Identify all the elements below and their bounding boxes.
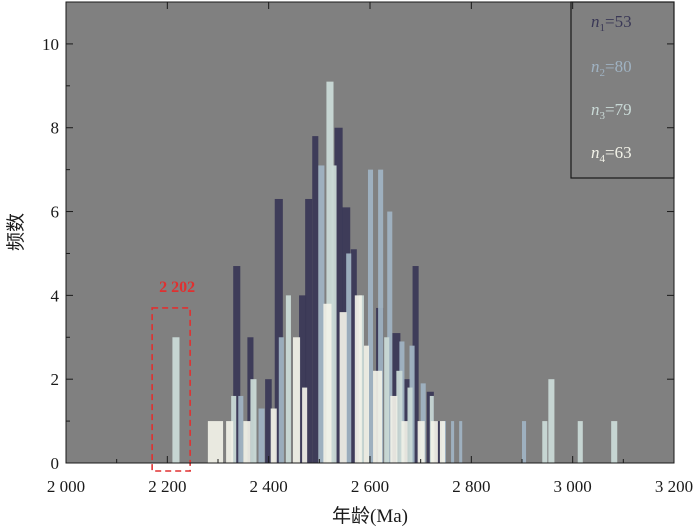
histogram-bar — [231, 395, 237, 463]
x-tick-label: 2 400 — [250, 477, 288, 496]
histogram-bar — [278, 337, 284, 463]
histogram-bar — [412, 266, 419, 463]
histogram-bar — [522, 421, 527, 463]
histogram-bar — [367, 169, 374, 464]
y-tick-label: 10 — [42, 35, 59, 54]
histogram-bar — [250, 379, 257, 463]
histogram-bar — [326, 81, 334, 464]
histogram-bar — [238, 395, 244, 463]
histogram-bar — [292, 337, 301, 463]
legend: n1=53 n2=80 n3=79 n4=63 — [570, 1, 675, 179]
histogram-bar — [299, 295, 307, 463]
histogram-bar — [226, 421, 234, 463]
histogram-bar — [323, 303, 332, 463]
histogram-bar — [302, 387, 308, 463]
histogram-bar — [378, 169, 384, 464]
histogram-bar — [331, 165, 337, 464]
x-tick-label: 3 000 — [554, 477, 592, 496]
histogram-bar — [363, 345, 369, 463]
histogram-bar — [334, 127, 343, 464]
histogram-bar — [542, 421, 548, 463]
histogram-bar — [577, 421, 583, 463]
histogram-bar — [270, 408, 277, 463]
histogram-bar — [318, 165, 325, 464]
histogram-bar — [401, 421, 408, 463]
x-tick-label: 3 200 — [655, 477, 693, 496]
histogram-bar — [611, 421, 618, 463]
y-tick-label: 4 — [51, 286, 60, 305]
histogram-bar — [407, 387, 413, 463]
x-tick-label: 2 800 — [452, 477, 490, 496]
series-4 — [207, 295, 445, 463]
legend-entry: n2=80 — [591, 57, 632, 79]
x-tick-label: 2 000 — [47, 477, 85, 496]
legend-entry: n3=79 — [591, 100, 632, 122]
histogram-bar — [548, 379, 555, 463]
histogram-bar — [312, 136, 319, 464]
histogram-bar — [387, 211, 393, 463]
y-tick-label: 6 — [51, 203, 60, 222]
y-tick-label: 2 — [51, 370, 60, 389]
legend-entry: n1=53 — [591, 12, 632, 34]
y-tick-label: 0 — [51, 454, 60, 473]
histogram-bar — [274, 198, 283, 464]
histogram-bar — [390, 395, 398, 463]
legend-box — [570, 1, 675, 179]
histogram-bar — [285, 295, 291, 463]
legend-entry: n4=63 — [591, 143, 632, 165]
histogram-bar — [258, 408, 265, 463]
histogram-bar — [172, 337, 180, 463]
histogram-bar — [339, 312, 347, 463]
histogram-bar — [373, 370, 383, 463]
histogram-bar — [354, 295, 362, 463]
x-tick-label: 2 600 — [351, 477, 389, 496]
histogram-bar — [346, 253, 352, 463]
histogram-bar — [417, 421, 425, 463]
histogram-bar — [207, 421, 224, 463]
histogram-bar — [233, 266, 241, 463]
bars-layer — [172, 81, 618, 464]
histogram-bar — [396, 370, 403, 463]
histogram-bar — [430, 421, 438, 463]
y-axis-title: 频数 — [5, 213, 27, 251]
axes: 2 000 2 200 2 400 2 600 2 800 3 000 3 200 0 2 4 6 8… — [42, 2, 693, 496]
x-axis-title: 年龄(Ma) — [332, 505, 408, 527]
annotation-box — [151, 307, 191, 472]
x-tick-label: 2 200 — [148, 477, 186, 496]
histogram-bar — [350, 249, 357, 463]
histogram-bar — [265, 379, 272, 463]
annotation-label: 2 202 — [159, 279, 195, 296]
y-tick-label: 8 — [51, 119, 60, 138]
histogram-bar — [439, 421, 445, 463]
histogram-bar — [305, 198, 313, 464]
histogram-bar — [459, 421, 463, 463]
histogram-bar — [451, 421, 455, 463]
histogram-bar — [384, 337, 390, 463]
histogram-bar — [243, 421, 251, 463]
